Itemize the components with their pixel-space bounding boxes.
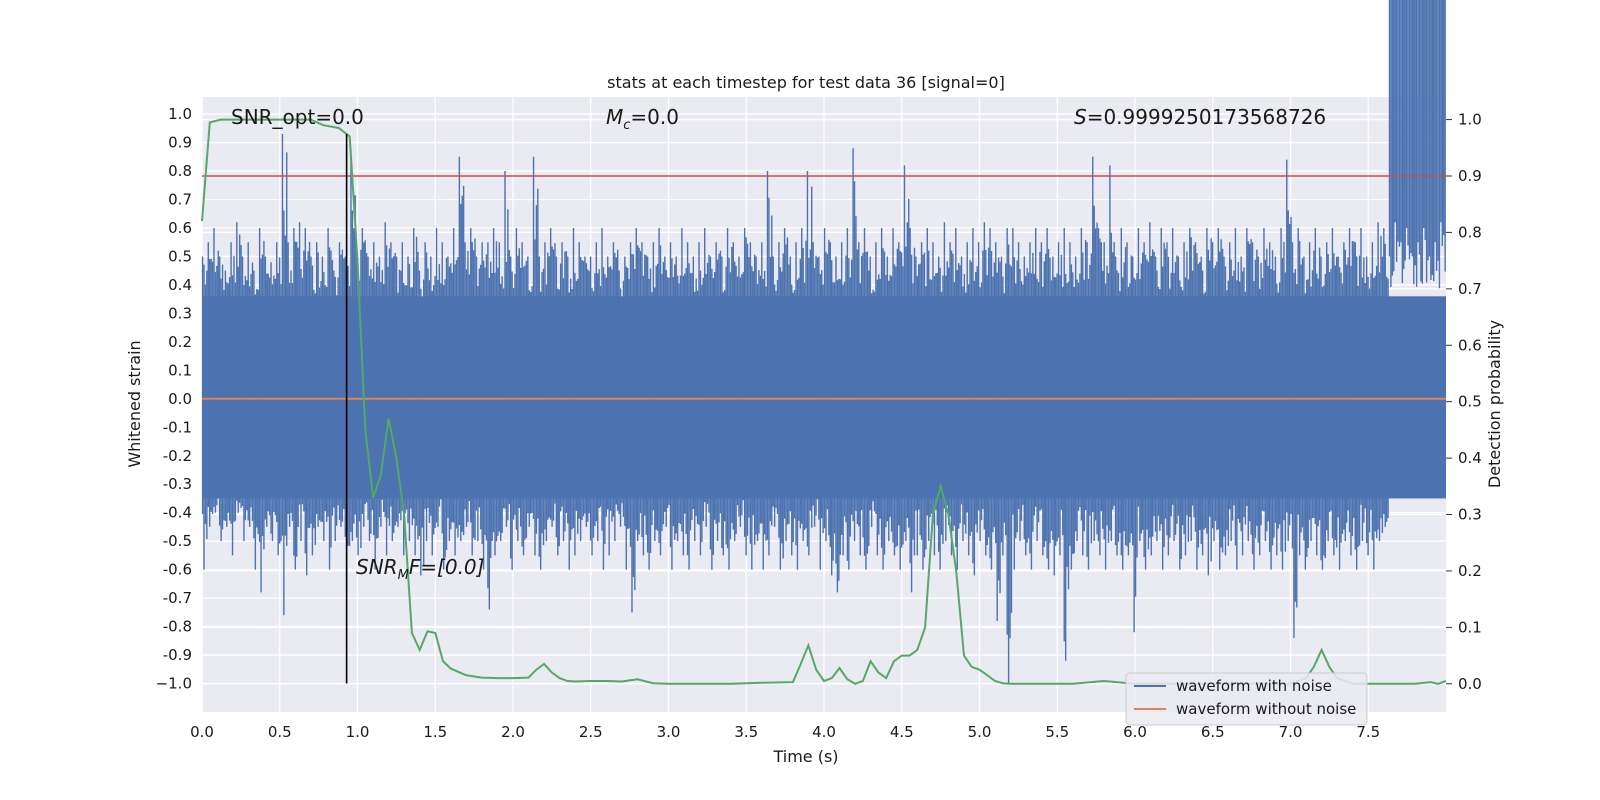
x-tick-label: 2.5 xyxy=(579,723,603,741)
y2-tick-label: 0.2 xyxy=(1458,562,1482,580)
y-tick-label: 1.0 xyxy=(168,105,192,123)
y-tick-label: 0.5 xyxy=(168,247,192,265)
x-axis-label: Time (s) xyxy=(772,747,838,766)
s-symbol: S xyxy=(1074,105,1087,129)
y2-tick-label: 0.0 xyxy=(1458,675,1482,693)
legend-label-noise: waveform with noise xyxy=(1176,677,1332,695)
mc-value: =0.0 xyxy=(630,105,679,129)
chart-title: stats at each timestep for test data 36 … xyxy=(607,73,1005,92)
x-tick-label: 5.5 xyxy=(1045,723,1069,741)
x-tick-label: 6.5 xyxy=(1201,723,1225,741)
mc-annotation: Mc=0.0 xyxy=(606,105,679,133)
x-tick-label: 4.0 xyxy=(812,723,836,741)
y-tick-label: -0.1 xyxy=(163,418,192,436)
x-tick-label: 5.0 xyxy=(968,723,992,741)
x-tick-label: 4.5 xyxy=(890,723,914,741)
y-tick-label: -0.4 xyxy=(163,504,192,522)
legend-box xyxy=(1125,672,1368,726)
y2-tick-label: 0.5 xyxy=(1458,393,1482,411)
x-tick-label: 3.5 xyxy=(734,723,758,741)
y-tick-label: 0.6 xyxy=(168,219,192,237)
y-tick-label: -0.5 xyxy=(163,532,192,550)
x-tick-label: 1.0 xyxy=(346,723,370,741)
y-tick-label: -0.3 xyxy=(163,475,192,493)
snr-mf-rest: F=[0.0] xyxy=(409,555,485,579)
y2-tick-label: 0.3 xyxy=(1458,506,1482,524)
x-tick-label: 0.0 xyxy=(190,723,214,741)
y2-tick-label: 0.9 xyxy=(1458,167,1482,185)
snr-mf-symbol: SNR xyxy=(356,555,398,579)
y-tick-label: 0.0 xyxy=(168,390,192,408)
y-tick-label: 0.9 xyxy=(168,134,192,152)
noise-waveform-series xyxy=(201,0,1446,684)
y2-tick-label: 1.0 xyxy=(1458,111,1482,129)
y2-tick-label: 0.7 xyxy=(1458,280,1482,298)
y-tick-label: -0.8 xyxy=(163,618,192,636)
x-tick-label: 0.5 xyxy=(268,723,292,741)
mc-subscript: c xyxy=(623,118,630,133)
snr-opt-annotation: SNR_opt=0.0 xyxy=(231,105,364,129)
x-tick-label: 6.0 xyxy=(1123,723,1147,741)
y-axis-label: Whitened strain xyxy=(125,340,144,467)
y-tick-label: −1.0 xyxy=(156,675,192,693)
y2-ticks: 1.0 0.9 0.8 0.7 0.6 0.5 0.4 0.3 0.2 0.1 0.0 xyxy=(1446,111,1482,693)
y-tick-label: -0.7 xyxy=(163,589,192,607)
snr-mf-subscript: M xyxy=(398,568,409,583)
y2-tick-label: 0.1 xyxy=(1458,618,1482,636)
s-annotation: S=0.9999250173568726 xyxy=(1074,105,1326,129)
x-ticks: 0.0 0.5 1.0 1.5 2.0 2.5 3.0 3.5 4.0 4.5 5.0 5.5 6.0 6… xyxy=(190,723,1380,741)
y-tick-label: 0.2 xyxy=(168,333,192,351)
x-tick-label: 7.5 xyxy=(1356,723,1380,741)
y-tick-label: 0.7 xyxy=(168,191,192,209)
x-tick-label: 3.0 xyxy=(657,723,681,741)
y2-axis-label: Detection probability xyxy=(1485,320,1504,488)
y-tick-label: 0.8 xyxy=(168,162,192,180)
y-tick-label: 0.1 xyxy=(168,361,192,379)
legend-label-clean: waveform without noise xyxy=(1176,700,1356,718)
y-tick-label: -0.6 xyxy=(163,561,192,579)
y-tick-label: -0.9 xyxy=(163,646,192,664)
y-tick-label: 0.3 xyxy=(168,304,192,322)
x-tick-label: 7.0 xyxy=(1279,723,1303,741)
snr-mf-annotation: SNRMF=[0.0] xyxy=(356,555,484,583)
y2-tick-label: 0.4 xyxy=(1458,449,1482,467)
x-tick-label: 1.5 xyxy=(423,723,447,741)
s-value: =0.9999250173568726 xyxy=(1087,105,1326,129)
x-tick-label: 2.0 xyxy=(501,723,525,741)
y2-tick-label: 0.6 xyxy=(1458,336,1482,354)
y-ticks: 1.0 0.9 0.8 0.7 0.6 0.5 0.4 0.3 0.2 0.1 0.0 -0.1 -0.… xyxy=(156,105,192,692)
legend: waveform with noise waveform without noi… xyxy=(1125,672,1368,726)
y-tick-label: 0.4 xyxy=(168,276,192,294)
y2-tick-label: 0.8 xyxy=(1458,223,1482,241)
y-tick-label: -0.2 xyxy=(163,447,192,465)
mc-symbol: M xyxy=(606,105,623,129)
